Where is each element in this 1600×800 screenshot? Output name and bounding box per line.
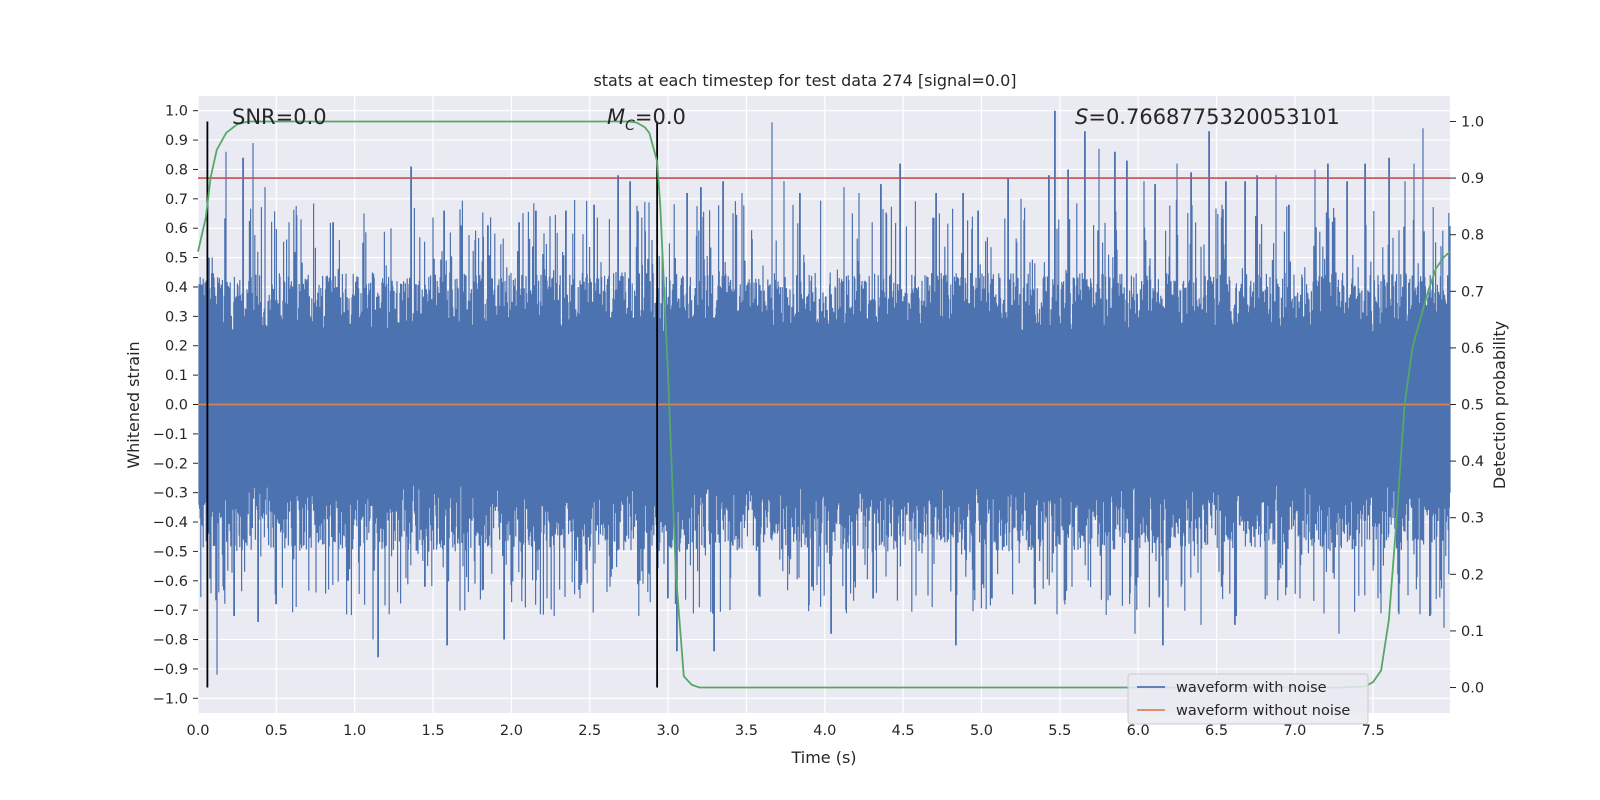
vertical-markers — [206, 121, 659, 688]
y-left-tick-label: −0.9 — [153, 662, 188, 678]
legend-label-noise: waveform with noise — [1176, 680, 1327, 696]
y-right-tick-label: 0.7 — [1461, 284, 1484, 300]
legend-label-clean: waveform without noise — [1176, 703, 1350, 719]
y-right-tick-label: 0.9 — [1461, 171, 1484, 187]
annotation-chirp-mass: MC=0.0 — [607, 105, 686, 134]
x-tick-label: 4.0 — [813, 723, 836, 739]
y-left-tick-label: −0.5 — [153, 544, 188, 560]
y-left-tick-label: −0.4 — [153, 515, 188, 531]
legend-box — [1127, 673, 1369, 725]
y-left-tick-label: −0.8 — [153, 633, 188, 649]
chart-title: stats at each timestep for test data 274… — [593, 71, 1016, 90]
y-left-tick-label: 0.1 — [165, 368, 188, 384]
y-left-tick-labels: 1.0 0.9 0.8 0.7 0.6 0.5 0.4 0.3 0.2 0.1 0.0 −0.1 −0.… — [153, 104, 198, 707]
x-tick-label: 1.5 — [422, 723, 445, 739]
x-tick-label: 7.0 — [1283, 723, 1306, 739]
y-left-tick-label: 0.7 — [165, 192, 188, 208]
annotation-score: S=0.7668775320053101 — [1075, 105, 1340, 129]
series-detection-probability — [197, 120, 1451, 689]
annotation-chirp-mass-value: =0.0 — [635, 105, 686, 129]
x-tick-labels: 0.0 0.5 1.0 1.5 2.0 2.5 3.0 3.5 4.0 4.5 5.0 5.5 6.0 6… — [186, 723, 1384, 739]
y-left-tick-label: −0.2 — [153, 456, 188, 472]
y-left-tick-label: −0.3 — [153, 486, 188, 502]
x-tick-label: 5.5 — [1048, 723, 1071, 739]
x-axis-label: Time (s) — [790, 748, 856, 767]
legend: waveform with noise waveform without noi… — [1127, 673, 1369, 725]
y-right-tick-label: 0.0 — [1461, 681, 1484, 697]
x-tick-label: 0.5 — [265, 723, 288, 739]
annotation-score-value: =0.7668775320053101 — [1088, 105, 1339, 129]
x-tick-label: 7.5 — [1362, 723, 1385, 739]
x-tick-label: 2.0 — [500, 723, 523, 739]
y-right-tick-label: 0.5 — [1461, 398, 1484, 414]
y-right-tick-label: 0.2 — [1461, 567, 1484, 583]
y-left-tick-label: −1.0 — [153, 691, 188, 707]
y-right-tick-label: 0.6 — [1461, 341, 1484, 357]
x-tick-label: 2.5 — [578, 723, 601, 739]
annotation-chirp-mass-symbol: M — [607, 105, 625, 129]
y-left-tick-label: 0.5 — [165, 251, 188, 267]
y-left-tick-label: −0.6 — [153, 574, 188, 590]
y-right-tick-label: 0.3 — [1461, 511, 1484, 527]
y-left-tick-label: 0.2 — [165, 339, 188, 355]
annotation-score-symbol: S — [1075, 105, 1088, 129]
y-left-tick-label: 0.9 — [165, 133, 188, 149]
y-left-tick-label: −0.1 — [153, 427, 188, 443]
annotation-chirp-mass-subscript: C — [625, 118, 635, 134]
y-right-tick-label: 1.0 — [1461, 114, 1484, 130]
y-left-axis-label: Whitened strain — [124, 341, 143, 468]
y-left-tick-label: 0.0 — [165, 398, 188, 414]
y-left-tick-label: 0.4 — [165, 280, 188, 296]
y-left-tick-label: 0.8 — [165, 162, 188, 178]
y-left-tick-label: −0.7 — [153, 603, 188, 619]
y-right-tick-label: 0.8 — [1461, 228, 1484, 244]
annotation-snr: SNR=0.0 — [232, 105, 327, 129]
x-tick-label: 6.0 — [1127, 723, 1150, 739]
x-tick-label: 0.0 — [186, 723, 209, 739]
x-tick-label: 1.0 — [343, 723, 366, 739]
y-left-tick-label: 1.0 — [165, 104, 188, 120]
y-left-tick-label: 0.6 — [165, 221, 188, 237]
x-tick-label: 3.5 — [735, 723, 758, 739]
y-left-tick-label: 0.3 — [165, 309, 188, 325]
x-tick-label: 4.5 — [892, 723, 915, 739]
x-tick-label: 6.5 — [1205, 723, 1228, 739]
x-tick-label: 5.0 — [970, 723, 993, 739]
y-right-tick-label: 0.4 — [1461, 454, 1484, 470]
y-right-tick-labels: 1.0 0.9 0.8 0.7 0.6 0.5 0.4 0.3 0.2 0.1 0.0 — [1450, 114, 1484, 697]
y-right-tick-label: 0.1 — [1461, 624, 1484, 640]
x-tick-label: 3.0 — [657, 723, 680, 739]
y-right-axis-label: Detection probability — [1490, 321, 1509, 489]
